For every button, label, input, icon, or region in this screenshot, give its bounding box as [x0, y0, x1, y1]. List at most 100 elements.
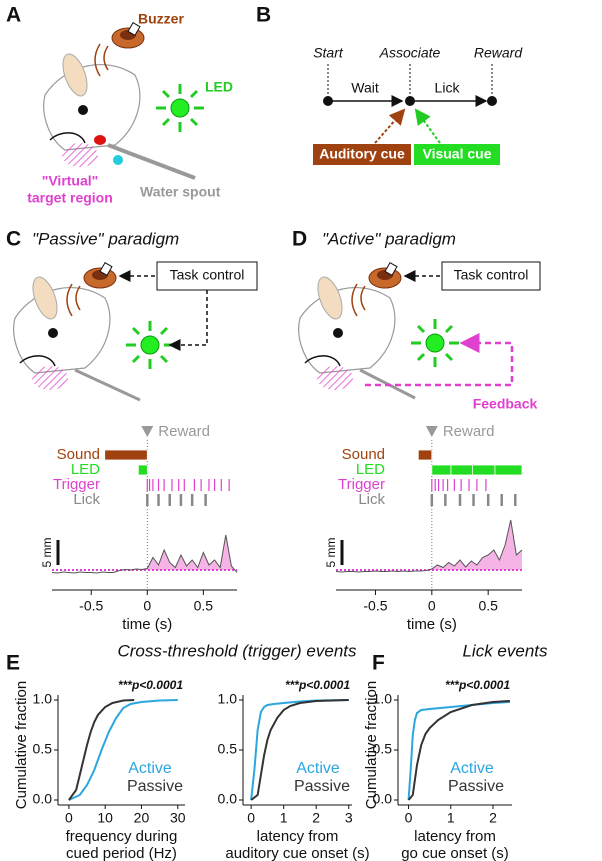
y-tick-label: 1.0: [33, 691, 53, 707]
spout: [74, 368, 141, 402]
y-tick-label: 0.0: [218, 791, 238, 807]
state-label: Associate: [379, 45, 441, 61]
spout: [107, 143, 196, 180]
mouse-drawing: [297, 273, 396, 391]
state-dot: [487, 96, 497, 106]
trace: [51, 534, 238, 574]
reward-marker: [425, 426, 438, 437]
x-tick-label: -0.5: [79, 598, 103, 614]
legend-entry: Active: [128, 760, 172, 777]
x-tick-label: 0.5: [478, 598, 498, 614]
row-span: [471, 464, 496, 476]
led-icon: [124, 319, 176, 371]
y-axis-label: Cumulative fraction: [13, 681, 30, 809]
x-axis-label: go cue onset (s): [401, 845, 509, 861]
cdf-line: [407, 700, 510, 801]
panel-title: "Passive" paradigm: [32, 229, 179, 248]
feedback-label: Feedback: [473, 396, 538, 412]
row-label: Lick: [358, 491, 385, 508]
row-span: [450, 464, 473, 476]
state-label: Start: [313, 45, 344, 61]
state-dot: [405, 96, 415, 106]
cdf-line: [68, 699, 178, 801]
cue-label: Visual cue: [422, 146, 491, 162]
feedback-arrow: [365, 333, 514, 387]
x-tick-label: 0: [65, 810, 73, 826]
reward-label: Reward: [443, 423, 495, 440]
x-axis-label: latency from: [414, 828, 496, 845]
x-tick-label: -0.5: [363, 598, 387, 614]
y-tick-label: 0.0: [33, 791, 53, 807]
y-tick-label: 1.0: [373, 691, 393, 707]
scale-label: 5 mm: [40, 537, 54, 567]
x-tick-label: 0.5: [194, 598, 214, 614]
trace: [335, 519, 523, 573]
row-label: Trigger: [338, 476, 385, 493]
legend-entry: Passive: [294, 778, 350, 795]
row-span: [104, 449, 148, 461]
x-tick-label: 3: [345, 810, 353, 826]
y-tick-label: 0.5: [33, 741, 53, 757]
y-tick-label: 0.5: [373, 741, 393, 757]
x-tick-label: 1: [447, 810, 455, 826]
x-tick-label: 20: [134, 810, 150, 826]
state-stems: [327, 64, 493, 98]
led-label: LED: [205, 79, 233, 95]
cue-box: [414, 144, 500, 165]
x-tick-label: 2: [312, 810, 320, 826]
annotation: ***p<0.0001: [445, 678, 510, 692]
state-label: Reward: [474, 45, 523, 61]
x-axis-label: auditory cue onset (s): [225, 845, 369, 861]
panel-label: C: [6, 228, 21, 251]
panel-a: A Buzzer LED "Virtual" target region Wat…: [6, 4, 233, 206]
cdf-line: [68, 699, 135, 801]
x-axis-label: frequency during: [66, 828, 178, 845]
x-tick-label: 10: [97, 810, 113, 826]
led-icon: [409, 317, 461, 369]
target-label: target region: [27, 190, 113, 206]
cue-arrow: [414, 108, 441, 144]
row-label: Sound: [57, 446, 100, 463]
state-dot: [323, 96, 333, 106]
legend-entry: Passive: [127, 778, 183, 795]
reward-marker: [141, 426, 154, 437]
scale-label: 5 mm: [324, 537, 338, 567]
legend-entry: Passive: [448, 778, 504, 795]
buzzer-label: Buzzer: [138, 11, 184, 27]
task-label: Task control: [454, 267, 529, 283]
y-tick-label: 0.5: [218, 741, 238, 757]
y-tick-label: 1.0: [218, 691, 238, 707]
led-icon: [154, 82, 206, 134]
water-drop: [113, 155, 123, 165]
row-span: [417, 449, 433, 461]
transition-label: Wait: [351, 80, 379, 96]
x-axis-label: latency from: [257, 828, 339, 845]
x-tick-label: 1: [280, 810, 288, 826]
panel-label: A: [6, 4, 21, 27]
x-tick-label: 2: [489, 810, 497, 826]
panel-label: E: [6, 652, 20, 675]
row-span: [137, 464, 148, 476]
row-label: LED: [71, 461, 100, 478]
cue-arrow: [374, 108, 406, 144]
x-tick-label: 0: [405, 810, 413, 826]
panel-label: D: [292, 228, 307, 251]
panel-title: "Active" paradigm: [322, 229, 456, 248]
chart-title: Lick events: [462, 641, 548, 660]
reward-label: Reward: [158, 423, 210, 440]
panel-label: B: [256, 4, 271, 27]
cue-label: Auditory cue: [319, 146, 405, 162]
control-arrow: [168, 290, 208, 351]
y-tick-label: 0.0: [373, 791, 393, 807]
trace-fill: [336, 520, 522, 570]
mouth: [94, 135, 106, 145]
legend-entry: Active: [296, 760, 340, 777]
row-span: [494, 464, 523, 476]
x-tick-label: 0: [428, 598, 436, 614]
legend-entry: Active: [450, 760, 494, 777]
x-tick-label: 30: [170, 810, 186, 826]
row-span: [431, 464, 452, 476]
row-label: Lick: [73, 491, 100, 508]
trace-fill: [52, 535, 237, 570]
